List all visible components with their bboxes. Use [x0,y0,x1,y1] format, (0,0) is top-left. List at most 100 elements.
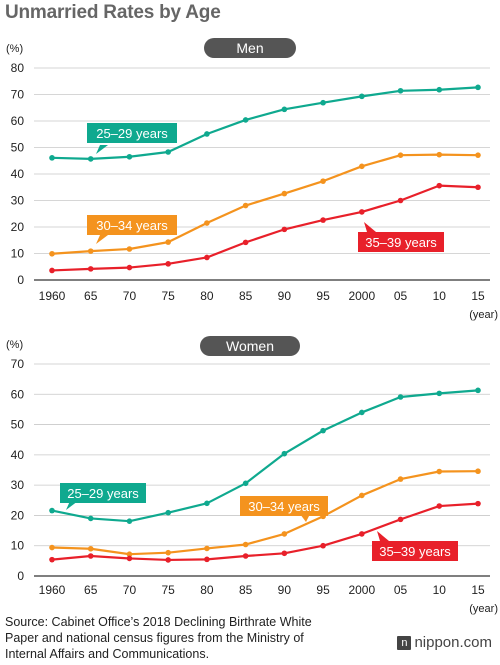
men-series-label: 35–39 years [365,235,437,250]
women-data-point [320,542,326,549]
men-y-tick-label: 70 [11,88,25,102]
women-data-point [165,549,171,556]
women-data-point [320,427,326,434]
men-data-point [320,178,326,184]
women-data-point [126,518,133,524]
men-x-tick-label: 1960 [39,289,66,303]
men-data-point [87,266,94,272]
women-data-point [397,476,404,482]
men-data-point [204,220,210,226]
men-series-line [51,153,479,255]
logo-text: nippon.com [414,634,492,651]
men-data-point [359,209,365,215]
women-series-line [51,389,479,523]
men-x-tick-label: 10 [433,289,447,303]
women-y-tick-label: 70 [11,357,25,371]
women-data-point [359,409,365,416]
men-data-point [204,131,210,137]
nippon-logo: n nippon.com [397,634,492,651]
men-y-tick-label: 30 [11,194,25,208]
women-x-tick-label: 75 [162,583,176,597]
women-y-tick-label: 30 [11,478,25,492]
men-x-unit: (year) [469,309,498,321]
source-note: Source: Cabinet Office’s 2018 Declining … [5,615,312,661]
men-data-point [475,84,481,91]
men-data-point [87,156,94,162]
women-data-point [165,509,171,516]
men-panel-title: Men [236,40,263,56]
women-series-line [51,502,479,562]
women-data-point [436,503,443,509]
men-data-point [49,250,55,257]
men-series-label-box [87,123,177,143]
women-panel-title: Women [226,338,274,354]
men-data-point [320,99,326,106]
women-data-point [242,480,249,487]
women-data-point [359,492,365,499]
women-data-point [87,553,94,559]
men-series-line [51,184,479,272]
men-series-label-tail [364,222,376,232]
women-y-tick-label: 10 [11,539,25,553]
women-series-label-box [372,541,458,561]
men-data-point [204,254,210,261]
women-series-label-tail [377,531,389,541]
men-series-label: 30–34 years [96,218,168,233]
men-data-point [359,163,365,170]
women-y-tick-label: 60 [11,387,25,401]
men-series-label: 25–29 years [96,126,168,141]
men-data-point [165,261,171,267]
men-data-point [87,248,94,254]
women-data-point [436,390,443,397]
men-x-tick-label: 90 [278,289,292,303]
men-data-point [436,182,443,189]
men-data-point [126,153,133,160]
women-x-tick-label: 2000 [348,583,375,597]
women-y-tick-label: 0 [17,569,24,583]
women-data-point [475,387,481,394]
women-y-tick-label: 40 [11,448,25,462]
men-data-point [320,217,326,223]
men-data-point [475,152,481,158]
men-panel-pill [204,38,296,58]
women-data-point [436,468,443,475]
women-series-label: 35–39 years [379,544,451,559]
men-data-point [397,197,404,204]
men-data-point [436,151,443,158]
men-series-label-tail [96,235,108,244]
women-x-tick-label: 10 [433,583,447,597]
women-data-point [165,557,171,563]
men-y-tick-label: 50 [11,141,25,155]
women-data-point [49,556,55,563]
women-x-tick-label: 1960 [39,583,66,597]
men-series-label-tail [96,145,108,154]
men-y-tick-label: 40 [11,167,25,181]
men-y-tick-label: 20 [11,220,25,234]
men-x-tick-label: 80 [200,289,214,303]
women-data-point [49,507,55,514]
women-series-line [51,470,479,556]
women-data-point [475,500,481,507]
women-data-point [359,531,365,537]
women-data-point [87,515,94,522]
women-data-point [204,545,210,552]
men-series-line [51,86,479,160]
women-x-unit: (year) [469,603,498,615]
men-y-tick-label: 10 [11,247,25,261]
men-y-tick-label: 0 [17,273,24,287]
women-x-tick-label: 15 [471,583,485,597]
men-series-label-box [87,215,177,235]
women-data-point [242,541,249,548]
men-data-point [436,86,443,93]
men-data-point [126,264,133,271]
women-data-point [281,550,288,557]
women-x-tick-label: 65 [84,583,98,597]
men-y-tick-label: 60 [11,114,25,128]
men-data-point [281,190,288,197]
men-y-tick-label: 80 [11,61,25,75]
women-x-tick-label: 70 [123,583,137,597]
women-x-tick-label: 85 [239,583,253,597]
women-y-tick-label: 20 [11,508,25,522]
men-data-point [49,155,55,161]
women-data-point [126,555,133,562]
